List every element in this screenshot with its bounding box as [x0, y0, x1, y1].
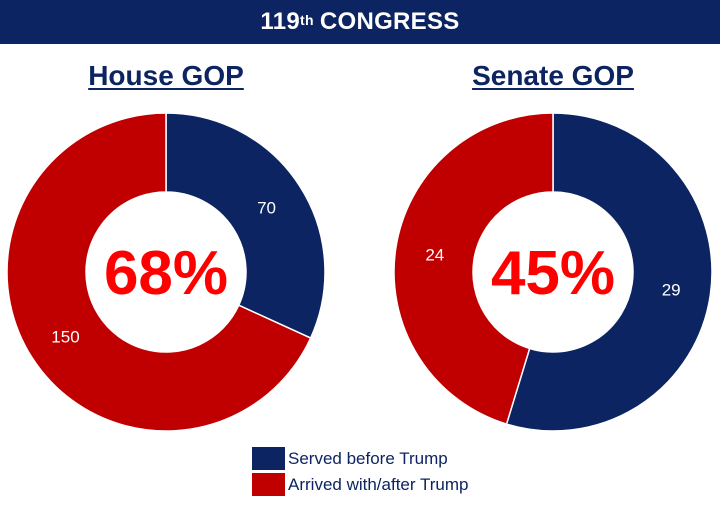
senate-served-before-segment	[505, 112, 713, 432]
legend-item-arrived-after: Arrived with/after Trump	[252, 472, 468, 497]
senate-arrived-after-segment	[393, 112, 554, 426]
legend: Served before Trump Arrived with/after T…	[252, 446, 468, 498]
banner-suffix: th	[300, 12, 314, 28]
legend-swatch-red	[252, 473, 285, 496]
senate-center-percentage: 45%	[491, 239, 615, 308]
legend-item-served-before: Served before Trump	[252, 446, 468, 471]
legend-label-served-before: Served before Trump	[288, 448, 448, 468]
house-arrived-after-value-label: 150	[51, 328, 79, 347]
house-donut-chart: 70 150 68%	[6, 112, 326, 432]
senate-served-before-value-label: 29	[662, 281, 681, 300]
house-center-percentage: 68%	[104, 239, 228, 308]
banner-number: 119	[260, 8, 301, 35]
house-chart-title: House GOP	[88, 60, 244, 91]
house-arrived-after-segment	[6, 112, 312, 432]
senate-donut-chart: 29 24 45%	[393, 112, 713, 432]
senate-chart-title: Senate GOP	[472, 60, 634, 91]
legend-swatch-navy	[252, 447, 285, 470]
house-served-before-value-label: 70	[257, 198, 276, 217]
house-served-before-segment	[165, 112, 326, 340]
legend-label-arrived-after: Arrived with/after Trump	[288, 474, 469, 494]
banner-text: CONGRESS	[319, 8, 460, 35]
senate-arrived-after-value-label: 24	[425, 245, 444, 264]
